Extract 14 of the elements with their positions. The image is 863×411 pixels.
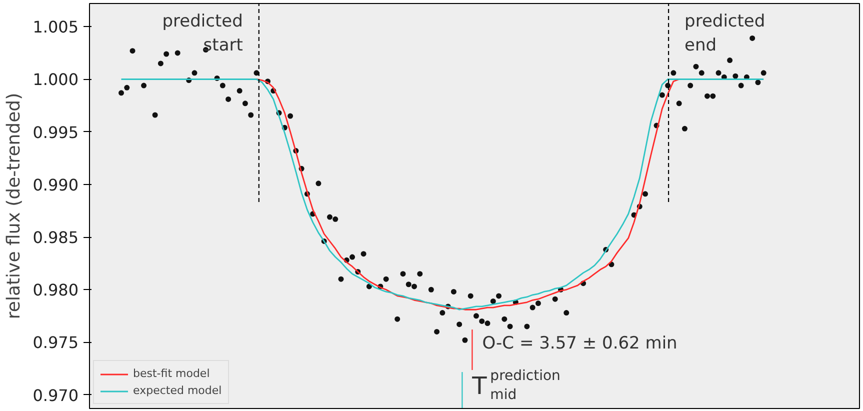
y-tick-label: 0.995 — [32, 122, 79, 142]
annotation: predicted start — [162, 12, 244, 56]
y-tick-label: 0.980 — [32, 280, 79, 300]
annotation: O-C = 3.57 ± 0.62 min — [482, 334, 678, 354]
annotation: predicted end — [684, 12, 766, 56]
y-axis-title: relative flux (de-trended) — [4, 92, 25, 320]
y-tick-label: 1.005 — [32, 18, 79, 37]
y-tick-label: 0.990 — [32, 175, 79, 194]
y-tick-label: 0.985 — [32, 228, 79, 248]
y-tick-label: 1.000 — [32, 70, 79, 90]
legend-label: expected model — [133, 384, 222, 397]
y-tick-label: 0.975 — [32, 333, 79, 352]
y-tick-label: 0.970 — [32, 386, 79, 405]
legend-label: best-fit model — [133, 367, 210, 380]
